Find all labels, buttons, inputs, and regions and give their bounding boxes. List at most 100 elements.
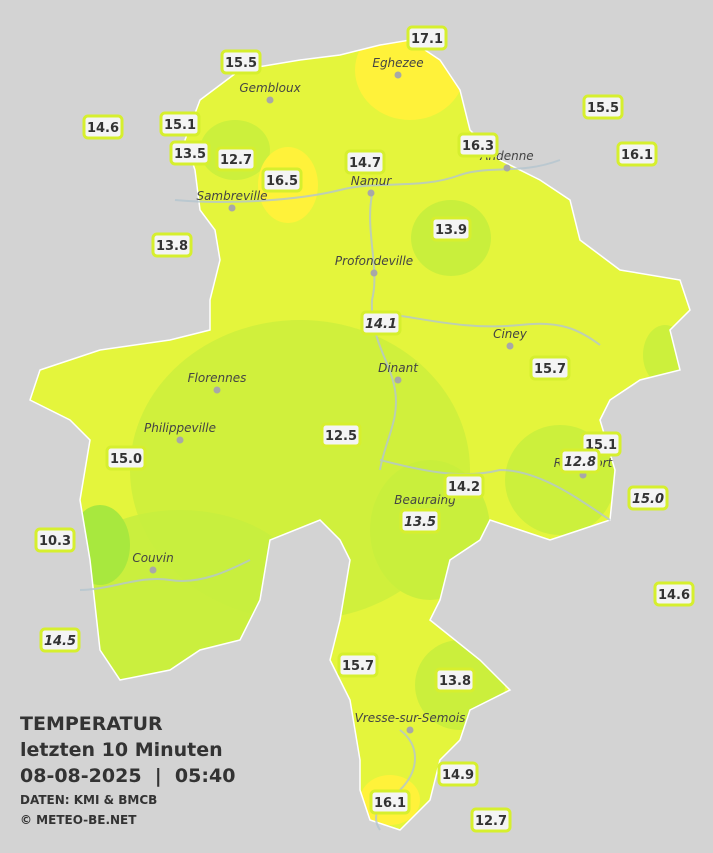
stations: 17.1 15.5 15.5 14.6 15.1 13.5 12.7 16.3 16.1 14.7… (34, 25, 695, 833)
station: 13.9 (430, 216, 472, 242)
station-value: 13.8 (439, 674, 471, 689)
city-dot (176, 436, 184, 444)
station-box (105, 445, 147, 471)
station-value: 16.1 (621, 148, 653, 163)
station-box (616, 141, 658, 167)
station: 10.3 (34, 527, 76, 553)
station-value: 14.9 (442, 768, 474, 783)
station-box (582, 94, 624, 120)
station: 16.5 (261, 167, 303, 193)
station-value: 14.5 (44, 634, 76, 649)
station: 15.7 (529, 355, 571, 381)
station-box (529, 355, 571, 381)
station: 13.8 (434, 667, 476, 693)
station-value: 13.5 (174, 147, 206, 162)
city-label: Profondeville (335, 254, 413, 268)
station: 15.1 (159, 111, 201, 137)
station-value: 12.8 (564, 455, 596, 470)
station-box (406, 25, 448, 51)
city-dot (394, 71, 402, 79)
station-value: 14.7 (349, 156, 381, 171)
city-label: Namur (351, 174, 393, 188)
station-box (627, 485, 669, 511)
city-dot (503, 164, 511, 172)
station-value: 12.7 (220, 153, 252, 168)
station-box (320, 422, 362, 448)
station-value: 15.0 (110, 452, 142, 467)
station-box (82, 114, 124, 140)
station: 12.5 (320, 422, 362, 448)
station-value: 12.5 (325, 429, 357, 444)
city-dot (370, 269, 378, 277)
station: 14.7 (344, 149, 386, 175)
station-box (34, 527, 76, 553)
station-value: 16.1 (374, 796, 406, 811)
station-value: 15.0 (632, 492, 664, 507)
station: 16.1 (369, 789, 411, 815)
station: 14.6 (82, 114, 124, 140)
station-value: 14.6 (658, 588, 690, 603)
station-value: 15.5 (225, 56, 257, 71)
station-value: 14.6 (87, 121, 119, 136)
station-box (369, 789, 411, 815)
legend-header: TEMPERATUR letzten 10 Minuten 08-08-2025… (20, 713, 235, 827)
station-box (559, 448, 601, 474)
station: 16.3 (457, 132, 499, 158)
source: DATEN: KMI & BMCB (20, 793, 157, 807)
city-label: Vresse-sur-Semois (355, 711, 466, 725)
city-label: Gembloux (239, 81, 301, 95)
station-value: 13.9 (435, 223, 467, 238)
station-value: 16.5 (266, 174, 298, 189)
station: 13.5 (399, 508, 441, 534)
city-label: Eghezee (372, 56, 423, 70)
station: 14.2 (443, 473, 485, 499)
station: 14.1 (360, 310, 402, 336)
station: 14.6 (653, 581, 695, 607)
station-value: 17.1 (411, 32, 443, 47)
copyright: © METEO-BE.NET (20, 813, 137, 827)
station-value: 15.7 (534, 362, 566, 377)
city-label: Dinant (378, 361, 419, 375)
station-box (344, 149, 386, 175)
rivers (79, 159, 611, 831)
station: 15.0 (627, 485, 669, 511)
station-box (470, 807, 512, 833)
city-dot (149, 566, 157, 574)
station-box (653, 581, 695, 607)
city-dot (367, 189, 375, 197)
station-value: 14.2 (448, 480, 480, 495)
station-box (215, 146, 257, 172)
station-value: 13.5 (404, 515, 436, 530)
station-box (151, 232, 193, 258)
title: TEMPERATUR (20, 713, 163, 735)
station-box (360, 310, 402, 336)
city-label: Sambreville (196, 189, 267, 203)
station-value: 15.1 (164, 118, 196, 133)
station: 13.5 (169, 140, 211, 166)
city-dot (394, 376, 402, 384)
station: 16.1 (616, 141, 658, 167)
station: 15.7 (337, 652, 379, 678)
station: 12.7 (470, 807, 512, 833)
station: 14.9 (437, 761, 479, 787)
station-box (434, 667, 476, 693)
station-value: 13.8 (156, 239, 188, 254)
station-value: 10.3 (39, 534, 71, 549)
subtitle: letzten 10 Minuten (20, 739, 223, 761)
city-dot (213, 386, 221, 394)
station: 15.0 (105, 445, 147, 471)
station: 13.8 (151, 232, 193, 258)
station: 14.5 (39, 627, 81, 653)
station-value: 15.7 (342, 659, 374, 674)
station-box (399, 508, 441, 534)
station-box (169, 140, 211, 166)
city-dot (506, 342, 514, 350)
station-box (437, 761, 479, 787)
city-dot (266, 96, 274, 104)
station-box (159, 111, 201, 137)
station-box (39, 627, 81, 653)
station-box (337, 652, 379, 678)
datetime: 08-08-2025 | 05:40 (20, 765, 235, 787)
station-box (443, 473, 485, 499)
